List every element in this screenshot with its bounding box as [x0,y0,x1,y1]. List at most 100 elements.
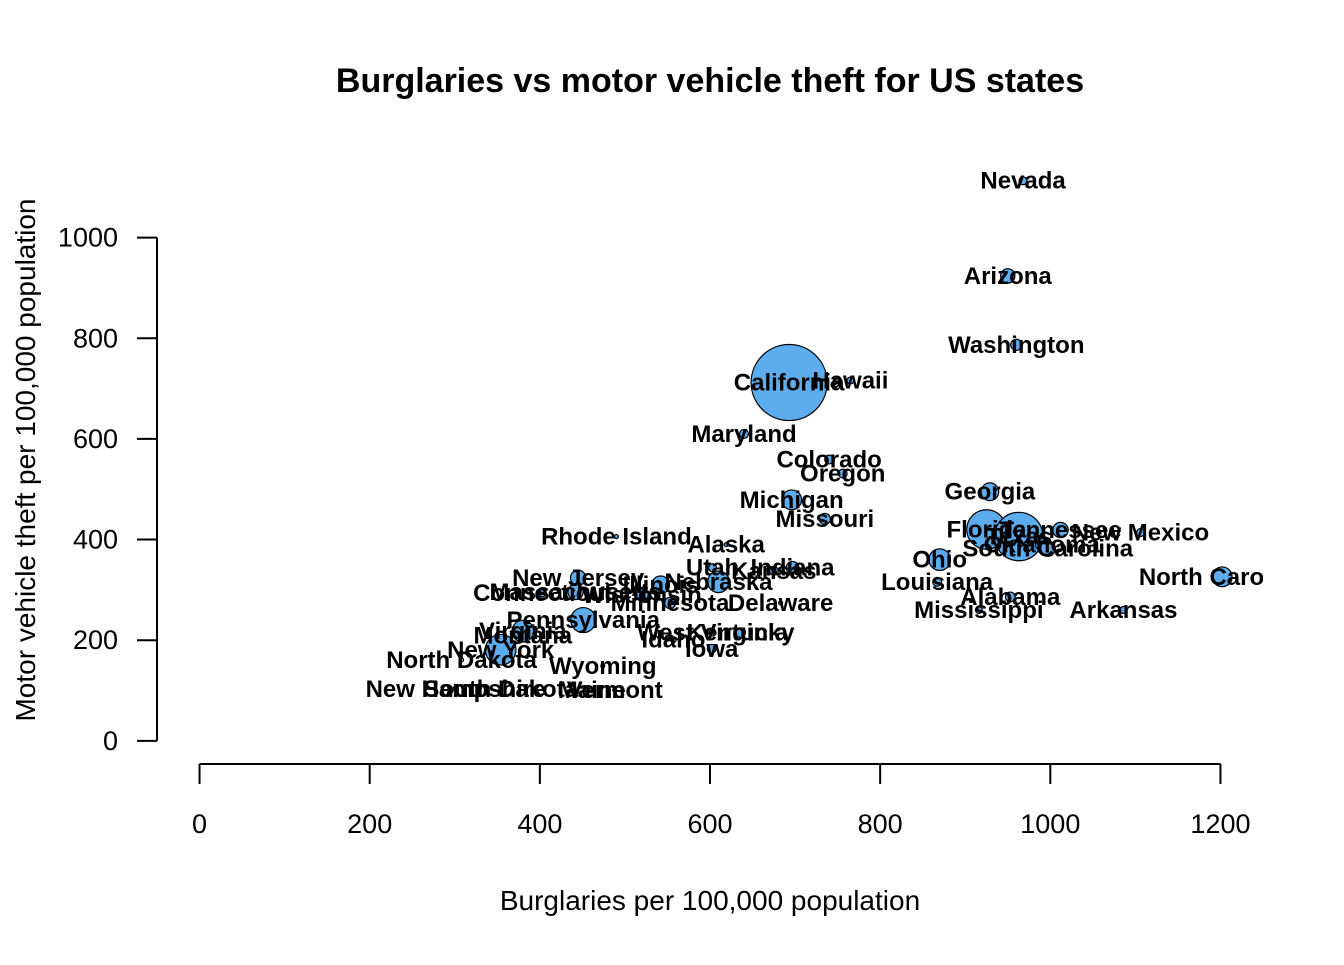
bubble [651,575,671,595]
point-label: New Hampshire [366,676,546,703]
point-label: Maine [558,677,626,704]
chart-title: Burglaries vs motor vehicle theft for US… [336,62,1084,100]
x-tick-label: 1200 [1190,809,1250,839]
point-label: Nevada [980,168,1066,195]
point-label: New Jersey [512,565,645,592]
bubble [613,533,619,540]
y-tick-label: 400 [73,525,118,555]
point-label: Delaware [728,590,833,617]
point-label: Minnesota [611,590,730,617]
point-label: Connecticut [473,580,612,607]
bubble [778,600,784,606]
point-label: Louisiana [881,569,994,596]
point-label: Florida [946,516,1027,543]
point-label: Hawaii [812,368,888,395]
point-label: Kentucky [687,620,796,647]
point-label: Wisconsin [582,582,702,609]
y-tick-label: 200 [73,625,118,655]
point-label: Arkansas [1069,597,1177,624]
point-label: Wyoming [549,653,657,680]
point-label: Arizona [964,263,1053,290]
point-label: California [734,370,845,397]
bubble [670,636,677,644]
point-label: Rhode Island [541,524,692,551]
point-label: Vermont [567,677,663,704]
bubble [824,454,835,465]
point-label: Mississippi [914,597,1043,624]
point-label: Missouri [776,506,875,533]
bubble [1039,540,1057,557]
bubble [1004,591,1016,603]
y-tick-label: 800 [73,323,118,353]
point-label: Georgia [945,479,1036,506]
bubble [932,576,943,587]
point-label: Texas [986,524,1052,551]
bubble [837,468,848,479]
point-label: Kansas [731,558,816,585]
point-label: Idaho [641,627,705,654]
point-label: Indiana [751,555,836,582]
bubble [1211,566,1233,588]
bubble [570,606,597,634]
point-label: Washington [948,332,1084,359]
bubble [750,343,828,422]
bubble [735,627,747,639]
bubble [707,570,730,594]
point-label: North Carolina [1139,564,1306,591]
point-label: South Carolina [962,536,1133,563]
bubble [600,663,606,669]
bubble [768,565,779,576]
point-label: Tennessee [999,517,1121,544]
x-axis-title: Burglaries per 100,000 population [500,885,920,916]
bubble [458,657,465,663]
y-tick-label: 1000 [58,223,118,253]
bubble [818,512,832,526]
y-tick-label: 600 [73,424,118,454]
bubble [1119,605,1128,615]
point-label: Maryland [691,421,796,448]
point-label: South Dakota [423,676,578,703]
point-label: Oklahoma [984,532,1101,559]
bubble [567,583,584,601]
x-tick-label: 600 [687,809,732,839]
point-label: Massachusetts [490,579,662,606]
bubble [612,687,618,693]
point-label: Iowa [685,636,739,663]
point-label: Ohio [912,547,967,574]
bubble [1135,527,1146,538]
bubble [663,596,677,610]
bubble [928,548,952,572]
point-label: Pennsylvania [507,607,661,634]
bubble [537,588,547,598]
bubble [739,428,750,439]
point-label: North Dakota [386,647,537,674]
bubble [452,685,460,693]
point-label: Virginia [479,618,567,645]
bubble [708,628,717,637]
x-tick-label: 0 [192,809,207,839]
point-label: Montana [473,623,572,650]
bubble [994,511,1044,562]
bubble [707,563,718,573]
bubble [484,633,517,666]
bubble [1018,176,1028,186]
x-tick-label: 1000 [1020,809,1080,839]
bubble [980,482,1000,502]
bubble [781,489,803,511]
x-tick-label: 800 [858,809,903,839]
bubble [723,542,729,548]
point-label: West Virginia [637,620,789,647]
bubble [1052,521,1069,539]
point-label: Colorado [776,447,881,474]
bubble [1000,268,1016,284]
bubble [635,588,649,602]
x-tick-label: 200 [347,809,392,839]
point-label: Utah [686,555,739,582]
bubble [1010,338,1023,351]
bubble [974,605,983,615]
y-axis-title: Motor vehicle theft per 100,000 populati… [10,198,41,721]
x-tick-label: 400 [517,809,562,839]
point-label: Oregon [800,461,885,488]
